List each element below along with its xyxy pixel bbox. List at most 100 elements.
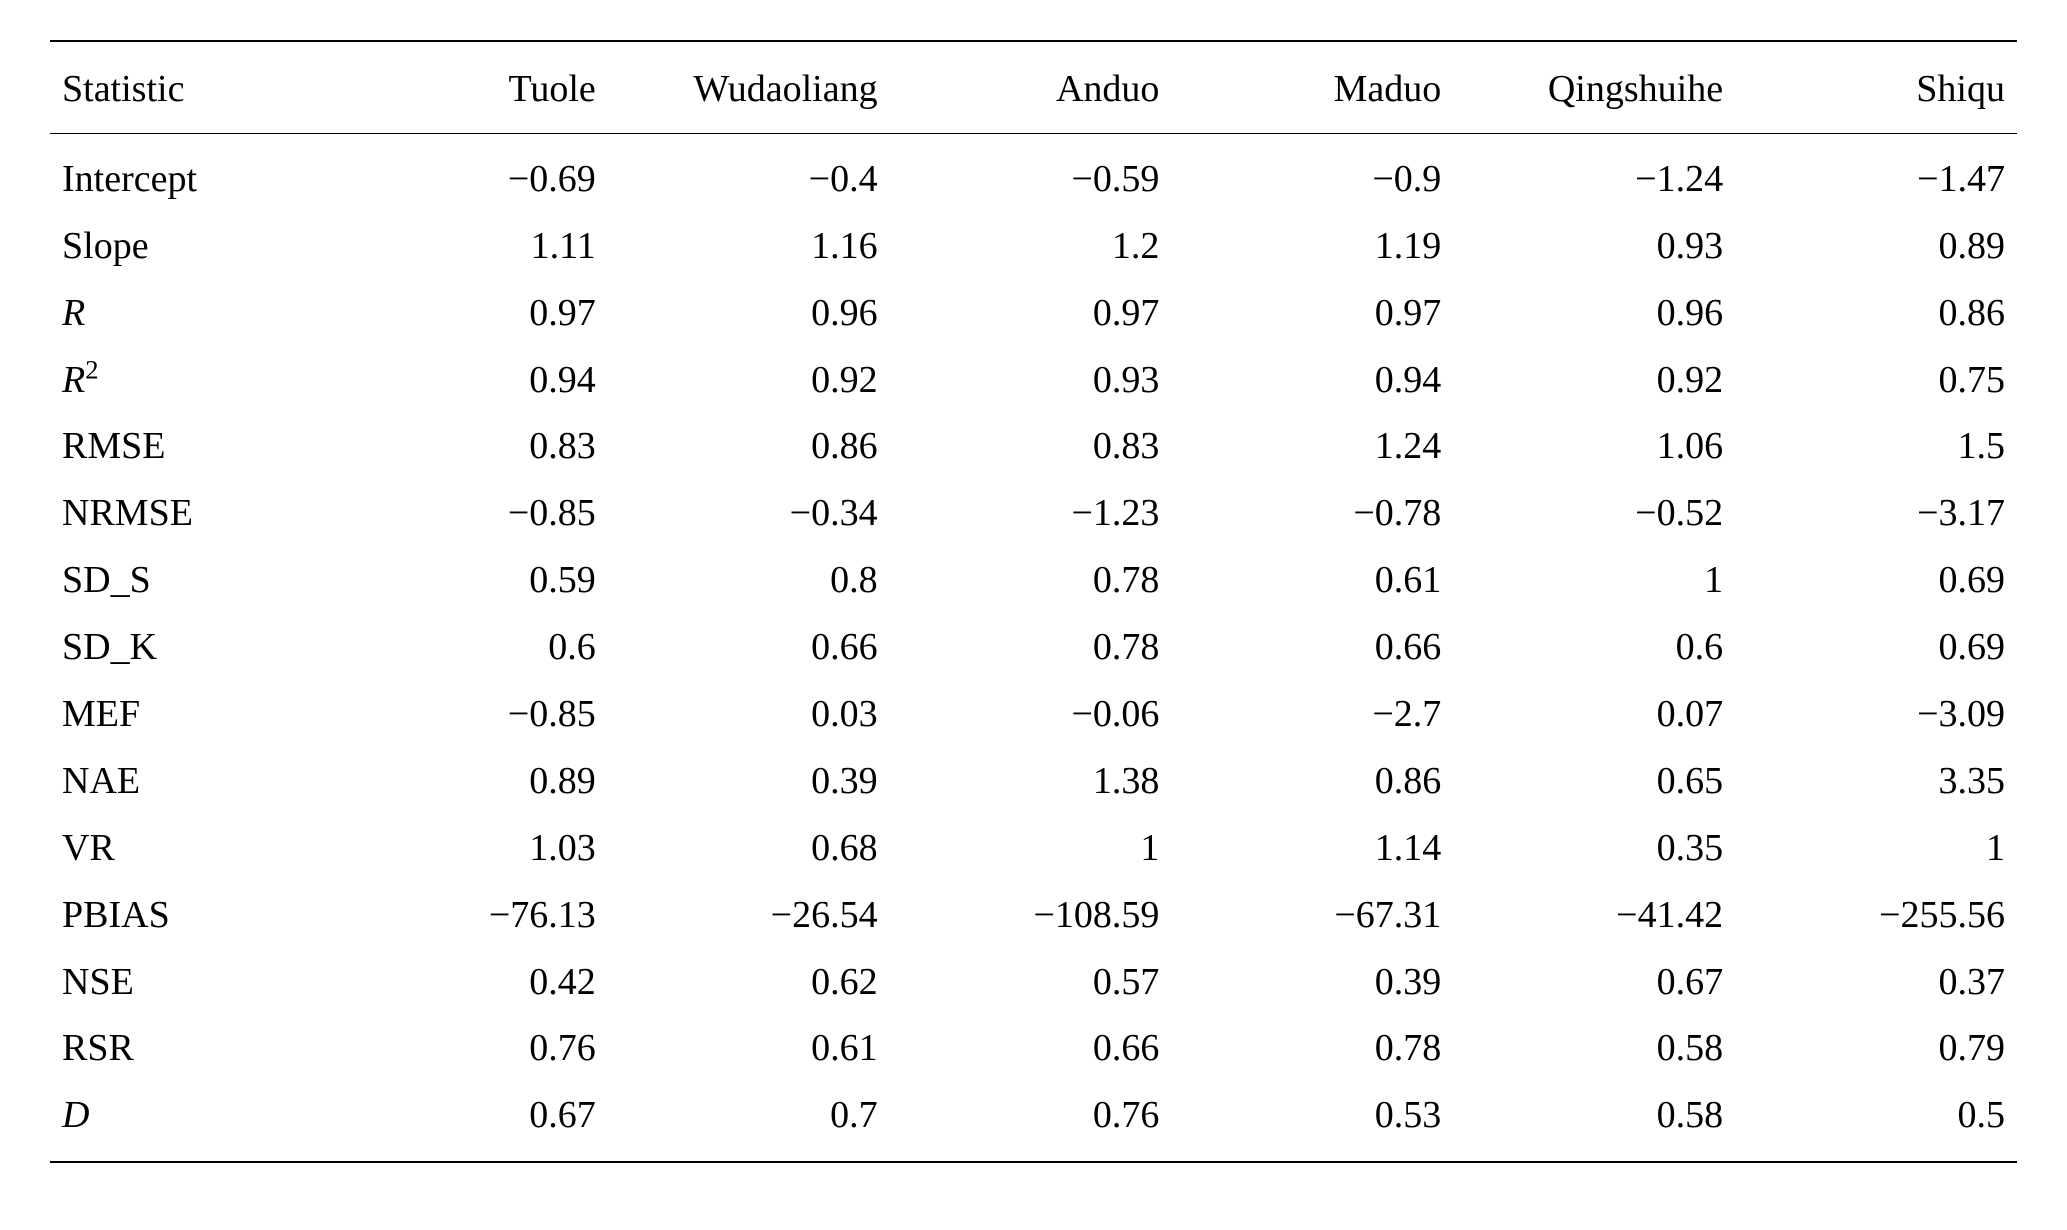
- cell-anduo: −1.23: [890, 480, 1172, 547]
- cell-wudaoliang: 0.03: [608, 681, 890, 748]
- cell-tuole: 0.89: [326, 748, 608, 815]
- cell-wudaoliang: 0.62: [608, 949, 890, 1016]
- cell-tuole: 1.03: [326, 815, 608, 882]
- cell-anduo: −0.06: [890, 681, 1172, 748]
- col-header-tuole: Tuole: [326, 41, 608, 133]
- table-row: R20.940.920.930.940.920.75: [50, 347, 2017, 414]
- cell-maduo: 0.94: [1171, 347, 1453, 414]
- cell-maduo: −0.78: [1171, 480, 1453, 547]
- table-row: VR1.030.6811.140.351: [50, 815, 2017, 882]
- cell-wudaoliang: −0.34: [608, 480, 890, 547]
- cell-maduo: 0.78: [1171, 1015, 1453, 1082]
- cell-shiqu: 0.89: [1735, 213, 2017, 280]
- row-label: D: [50, 1082, 326, 1162]
- col-header-shiqu: Shiqu: [1735, 41, 2017, 133]
- cell-tuole: 0.67: [326, 1082, 608, 1162]
- cell-maduo: 0.86: [1171, 748, 1453, 815]
- row-label: PBIAS: [50, 882, 326, 949]
- cell-shiqu: −3.17: [1735, 480, 2017, 547]
- cell-qingshuihe: 0.58: [1453, 1082, 1735, 1162]
- table-row: PBIAS−76.13−26.54−108.59−67.31−41.42−255…: [50, 882, 2017, 949]
- cell-wudaoliang: 0.66: [608, 614, 890, 681]
- cell-tuole: 0.76: [326, 1015, 608, 1082]
- cell-tuole: −0.69: [326, 133, 608, 212]
- cell-wudaoliang: −0.4: [608, 133, 890, 212]
- row-label: MEF: [50, 681, 326, 748]
- cell-qingshuihe: 0.07: [1453, 681, 1735, 748]
- col-header-wudaoliang: Wudaoliang: [608, 41, 890, 133]
- cell-maduo: 0.61: [1171, 547, 1453, 614]
- cell-anduo: −108.59: [890, 882, 1172, 949]
- cell-anduo: 0.97: [890, 280, 1172, 347]
- cell-maduo: −67.31: [1171, 882, 1453, 949]
- cell-anduo: 0.83: [890, 413, 1172, 480]
- cell-anduo: 1.2: [890, 213, 1172, 280]
- cell-tuole: −0.85: [326, 480, 608, 547]
- row-label: NRMSE: [50, 480, 326, 547]
- cell-tuole: 0.94: [326, 347, 608, 414]
- cell-maduo: 1.19: [1171, 213, 1453, 280]
- cell-anduo: 0.76: [890, 1082, 1172, 1162]
- cell-anduo: 1: [890, 815, 1172, 882]
- cell-shiqu: −255.56: [1735, 882, 2017, 949]
- cell-qingshuihe: 0.93: [1453, 213, 1735, 280]
- cell-tuole: 0.42: [326, 949, 608, 1016]
- table-row: NAE0.890.391.380.860.653.35: [50, 748, 2017, 815]
- cell-qingshuihe: 1.06: [1453, 413, 1735, 480]
- cell-qingshuihe: 0.58: [1453, 1015, 1735, 1082]
- col-header-maduo: Maduo: [1171, 41, 1453, 133]
- cell-anduo: −0.59: [890, 133, 1172, 212]
- cell-tuole: 0.97: [326, 280, 608, 347]
- cell-tuole: 0.59: [326, 547, 608, 614]
- cell-shiqu: −3.09: [1735, 681, 2017, 748]
- cell-shiqu: 0.75: [1735, 347, 2017, 414]
- table-row: SD_S0.590.80.780.6110.69: [50, 547, 2017, 614]
- cell-qingshuihe: −0.52: [1453, 480, 1735, 547]
- cell-anduo: 0.78: [890, 614, 1172, 681]
- row-label: NSE: [50, 949, 326, 1016]
- table-row: D0.670.70.760.530.580.5: [50, 1082, 2017, 1162]
- cell-maduo: 0.97: [1171, 280, 1453, 347]
- cell-wudaoliang: 0.96: [608, 280, 890, 347]
- cell-maduo: 1.14: [1171, 815, 1453, 882]
- cell-wudaoliang: 0.39: [608, 748, 890, 815]
- cell-shiqu: 0.79: [1735, 1015, 2017, 1082]
- col-header-statistic: Statistic: [50, 41, 326, 133]
- cell-qingshuihe: 0.6: [1453, 614, 1735, 681]
- cell-maduo: 0.66: [1171, 614, 1453, 681]
- cell-qingshuihe: 1: [1453, 547, 1735, 614]
- row-label: R: [50, 280, 326, 347]
- row-label: RMSE: [50, 413, 326, 480]
- cell-wudaoliang: 1.16: [608, 213, 890, 280]
- row-label: VR: [50, 815, 326, 882]
- cell-anduo: 1.38: [890, 748, 1172, 815]
- table-header-row: Statistic Tuole Wudaoliang Anduo Maduo Q…: [50, 41, 2017, 133]
- table-row: MEF−0.850.03−0.06−2.70.07−3.09: [50, 681, 2017, 748]
- cell-anduo: 0.93: [890, 347, 1172, 414]
- cell-wudaoliang: 0.8: [608, 547, 890, 614]
- cell-wudaoliang: 0.61: [608, 1015, 890, 1082]
- cell-maduo: −2.7: [1171, 681, 1453, 748]
- cell-wudaoliang: 0.68: [608, 815, 890, 882]
- table-row: Intercept−0.69−0.4−0.59−0.9−1.24−1.47: [50, 133, 2017, 212]
- row-label: SD_S: [50, 547, 326, 614]
- table-row: RSR0.760.610.660.780.580.79: [50, 1015, 2017, 1082]
- cell-maduo: 1.24: [1171, 413, 1453, 480]
- cell-wudaoliang: 0.92: [608, 347, 890, 414]
- cell-tuole: 0.83: [326, 413, 608, 480]
- cell-qingshuihe: 0.35: [1453, 815, 1735, 882]
- cell-maduo: 0.39: [1171, 949, 1453, 1016]
- col-header-anduo: Anduo: [890, 41, 1172, 133]
- table-row: Slope1.111.161.21.190.930.89: [50, 213, 2017, 280]
- cell-maduo: −0.9: [1171, 133, 1453, 212]
- cell-shiqu: 0.86: [1735, 280, 2017, 347]
- cell-qingshuihe: 0.92: [1453, 347, 1735, 414]
- cell-tuole: −0.85: [326, 681, 608, 748]
- cell-tuole: −76.13: [326, 882, 608, 949]
- cell-qingshuihe: 0.67: [1453, 949, 1735, 1016]
- cell-wudaoliang: 0.86: [608, 413, 890, 480]
- cell-qingshuihe: 0.65: [1453, 748, 1735, 815]
- table-row: SD_K0.60.660.780.660.60.69: [50, 614, 2017, 681]
- row-label: Slope: [50, 213, 326, 280]
- cell-shiqu: 0.69: [1735, 547, 2017, 614]
